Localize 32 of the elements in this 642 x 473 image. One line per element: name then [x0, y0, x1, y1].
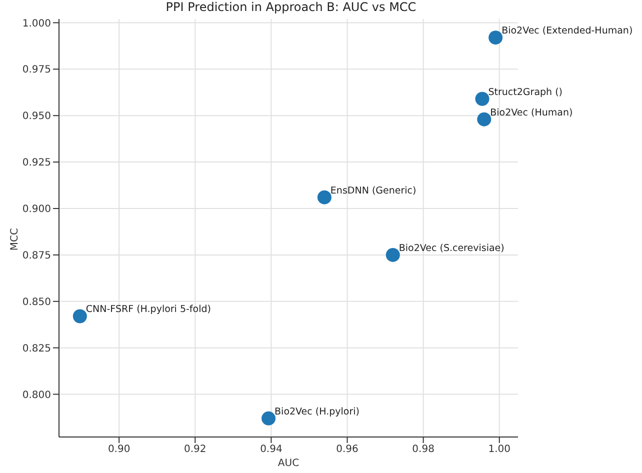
annotation: Bio2Vec (S.cerevisiae) [398, 242, 504, 254]
point [477, 112, 492, 126]
annotation: CNN-FSRF (H.pylori 5-fold) [86, 304, 211, 316]
point [475, 92, 490, 106]
y-axis-title: MCC [10, 228, 21, 251]
y-tick-label: 0.850 [22, 296, 51, 308]
y-tick-label: 0.975 [22, 64, 51, 76]
point [262, 411, 276, 426]
point [72, 309, 87, 324]
y-tick-label: 0.900 [22, 204, 51, 216]
x-tick-label: 0.92 [184, 444, 206, 456]
y-tick-label: 1.000 [22, 18, 51, 30]
annotation: Bio2Vec (Extended-Human) [502, 26, 633, 37]
y-tick-label: 0.925 [22, 158, 51, 169]
x-tick-label: 1.00 [488, 444, 510, 456]
point [386, 248, 400, 262]
y-tick-label: 0.800 [22, 390, 51, 401]
x-tick-label: 0.98 [412, 444, 434, 456]
x-tick-label: 0.94 [260, 444, 282, 456]
x-tick-label: 0.90 [108, 444, 130, 456]
x-axis-title: AUC [278, 458, 300, 470]
annotation: Struct2Graph () [488, 86, 563, 98]
y-tick-label: 0.825 [22, 343, 51, 354]
y-tick-label: 0.875 [22, 250, 51, 262]
point [488, 30, 503, 45]
annotation: EnsDNN (Generic) [330, 185, 416, 196]
y-tick-label: 0.950 [22, 111, 51, 122]
annotation: Bio2Vec (Human) [490, 107, 573, 118]
annotation: Bio2Vec (H.pylori) [274, 406, 360, 418]
point [317, 190, 332, 204]
chart-title: PPI Prediction in Approach B: AUC vs MCC [164, 0, 418, 14]
x-tick-label: 0.96 [336, 444, 358, 456]
